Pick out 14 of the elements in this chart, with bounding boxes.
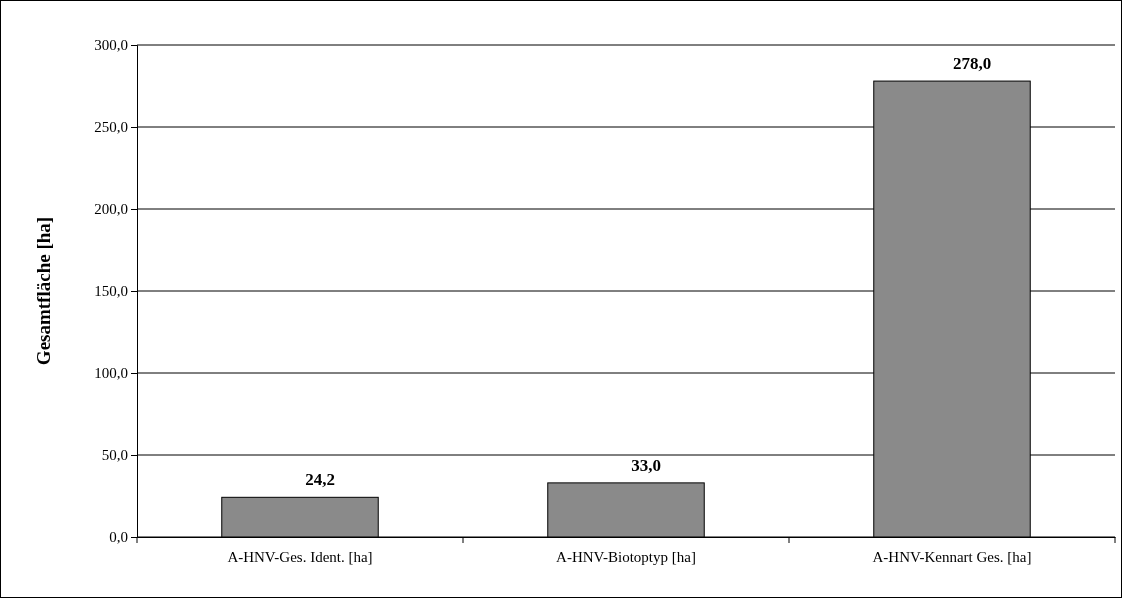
y-tick-label: 0,0 (109, 529, 128, 546)
y-tick-label: 200,0 (94, 201, 128, 218)
y-tick-label: 100,0 (94, 365, 128, 382)
y-tick-label: 50,0 (101, 447, 128, 464)
y-tick-label: 250,0 (94, 119, 128, 136)
data-label: 278,0 (952, 54, 992, 74)
y-axis-title: Gesamtfläche [ha] (33, 216, 54, 366)
data-label: 24,2 (305, 470, 335, 490)
x-tick-label: A-HNV-Kennart Ges. [ha] (872, 548, 1032, 565)
y-tick-label: 300,0 (94, 37, 128, 54)
y-tick-label: 150,0 (94, 283, 128, 300)
x-tick-label: A-HNV-Biotoptyp [ha] (556, 548, 696, 565)
x-tick-label: A-HNV-Ges. Ident. [ha] (227, 548, 373, 565)
data-label: 33,0 (631, 455, 661, 475)
